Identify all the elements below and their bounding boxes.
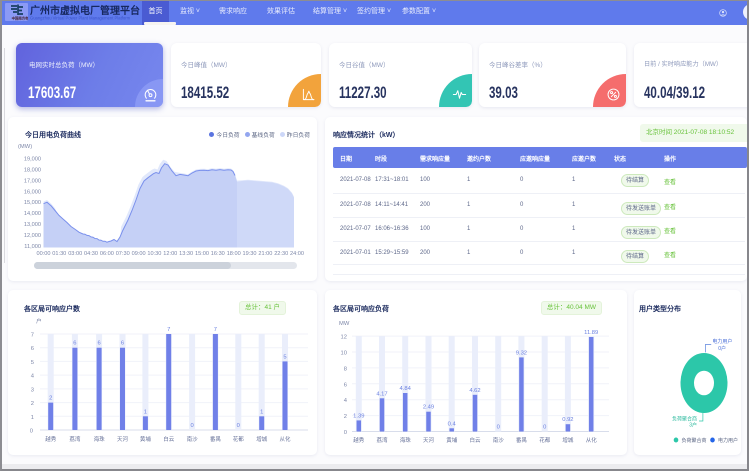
svg-text:南沙: 南沙 — [493, 436, 505, 444]
svg-text:8: 8 — [344, 366, 347, 372]
svg-text:2.49: 2.49 — [423, 405, 434, 411]
svg-text:番禺: 番禺 — [516, 437, 527, 444]
svg-text:12:00: 12:00 — [163, 251, 177, 257]
svg-text:18,000: 18,000 — [24, 167, 41, 173]
svg-text:花都: 花都 — [539, 436, 551, 444]
svg-text:0: 0 — [497, 425, 500, 431]
svg-text:电力用户: 电力用户 — [712, 338, 732, 345]
svg-text:19:30: 19:30 — [243, 251, 257, 257]
svg-text:6: 6 — [73, 341, 76, 347]
svg-text:04:30: 04:30 — [84, 251, 98, 257]
svg-text:06:00: 06:00 — [100, 251, 114, 257]
svg-text:18:00: 18:00 — [227, 251, 241, 257]
svg-text:越秀: 越秀 — [45, 435, 57, 443]
svg-text:天河: 天河 — [423, 436, 435, 444]
svg-text:海珠: 海珠 — [400, 436, 412, 444]
svg-text:海珠: 海珠 — [94, 435, 106, 443]
svg-text:16:30: 16:30 — [211, 251, 225, 257]
svg-text:0: 0 — [30, 429, 33, 435]
svg-text:2: 2 — [31, 401, 34, 407]
svg-text:0.4: 0.4 — [448, 421, 457, 427]
svg-text:户: 户 — [36, 317, 42, 325]
svg-text:4.17: 4.17 — [376, 391, 387, 397]
svg-text:1.39: 1.39 — [353, 414, 364, 420]
svg-text:从化: 从化 — [279, 435, 291, 443]
svg-text:0户: 0户 — [718, 345, 726, 352]
svg-text:4.62: 4.62 — [469, 388, 480, 394]
svg-text:12: 12 — [341, 335, 347, 341]
svg-text:11,000: 11,000 — [24, 244, 41, 250]
svg-text:番禺: 番禺 — [210, 436, 221, 443]
svg-text:4: 4 — [344, 398, 348, 404]
svg-text:16,000: 16,000 — [24, 189, 41, 195]
svg-text:白云: 白云 — [469, 436, 481, 444]
svg-text:6: 6 — [344, 382, 347, 388]
svg-text:9.32: 9.32 — [516, 350, 527, 356]
svg-text:荔湾: 荔湾 — [376, 436, 388, 444]
svg-text:00:00: 00:00 — [37, 251, 51, 257]
svg-text:花都: 花都 — [233, 435, 245, 443]
svg-text:12,000: 12,000 — [24, 233, 41, 239]
svg-text:22:30: 22:30 — [274, 251, 288, 257]
svg-text:0.92: 0.92 — [562, 417, 573, 423]
svg-text:0: 0 — [344, 430, 347, 436]
svg-text:7: 7 — [31, 333, 34, 339]
svg-text:14,000: 14,000 — [24, 211, 41, 217]
svg-text:增城: 增城 — [256, 435, 268, 443]
svg-text:6: 6 — [121, 341, 124, 347]
svg-text:6: 6 — [97, 341, 100, 347]
svg-text:越秀: 越秀 — [353, 436, 365, 444]
svg-text:增城: 增城 — [562, 436, 574, 444]
svg-text:白云: 白云 — [163, 435, 175, 443]
svg-text:0: 0 — [190, 423, 193, 429]
svg-text:天河: 天河 — [117, 435, 129, 443]
svg-text:3: 3 — [31, 387, 34, 393]
svg-text:5: 5 — [283, 354, 286, 360]
svg-text:南沙: 南沙 — [187, 435, 199, 443]
svg-text:10: 10 — [341, 351, 347, 357]
svg-text:07:30: 07:30 — [116, 251, 130, 257]
svg-text:7: 7 — [214, 327, 217, 333]
svg-text:17,000: 17,000 — [24, 178, 41, 184]
svg-text:10:30: 10:30 — [147, 251, 161, 257]
svg-text:1: 1 — [31, 415, 34, 421]
svg-text:4.84: 4.84 — [400, 386, 412, 392]
svg-text:3户: 3户 — [689, 422, 697, 429]
svg-text:01:30: 01:30 — [52, 251, 66, 257]
svg-text:(MW): (MW) — [18, 144, 32, 150]
svg-text:2: 2 — [344, 414, 347, 420]
svg-text:黄埔: 黄埔 — [140, 435, 152, 443]
svg-text:1: 1 — [260, 409, 263, 415]
svg-text:MW: MW — [339, 321, 350, 327]
svg-text:6: 6 — [31, 346, 34, 352]
svg-text:13,000: 13,000 — [24, 222, 41, 228]
svg-text:2: 2 — [49, 396, 52, 402]
svg-text:11.89: 11.89 — [584, 330, 598, 336]
svg-text:03:00: 03:00 — [68, 251, 82, 257]
svg-text:4: 4 — [31, 374, 35, 380]
svg-text:19,000: 19,000 — [24, 157, 41, 163]
svg-text:1: 1 — [144, 409, 147, 415]
svg-text:从化: 从化 — [586, 436, 598, 444]
svg-text:电力用户: 电力用户 — [718, 437, 738, 444]
svg-text:15,000: 15,000 — [24, 200, 41, 206]
svg-text:21:00: 21:00 — [258, 251, 272, 257]
svg-text:负荷聚合商: 负荷聚合商 — [682, 437, 707, 444]
svg-text:荔湾: 荔湾 — [69, 435, 81, 443]
svg-text:13:30: 13:30 — [179, 251, 193, 257]
svg-text:15:00: 15:00 — [195, 251, 209, 257]
svg-text:7: 7 — [167, 327, 170, 333]
svg-text:0: 0 — [237, 423, 240, 429]
svg-text:负荷聚合商: 负荷聚合商 — [672, 416, 697, 423]
svg-text:黄埔: 黄埔 — [446, 436, 458, 444]
svg-text:24:00: 24:00 — [290, 251, 304, 257]
svg-text:09:00: 09:00 — [132, 251, 146, 257]
svg-text:5: 5 — [31, 360, 34, 366]
svg-text:0: 0 — [543, 425, 546, 431]
